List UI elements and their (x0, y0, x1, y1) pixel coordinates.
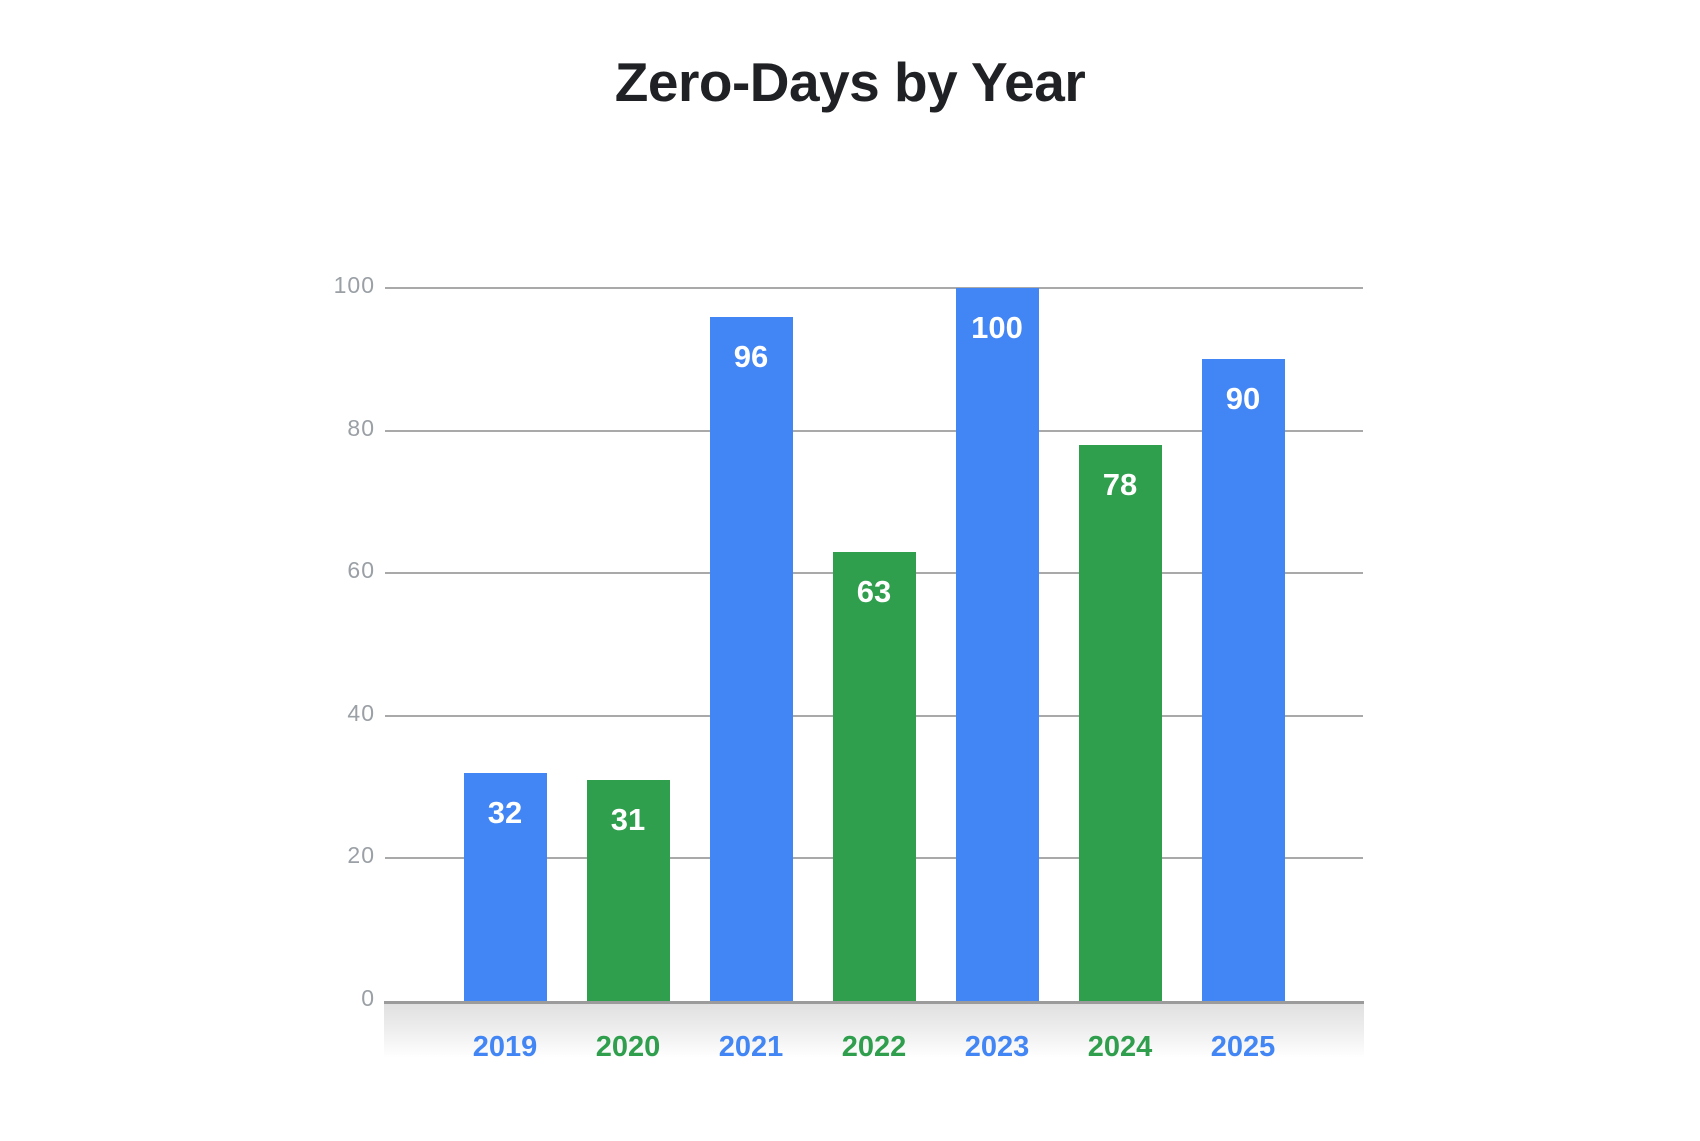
x-axis-label-2023: 2023 (964, 1031, 1030, 1063)
bar-2024: 78 (1078, 444, 1162, 1001)
x-axis-label-2024: 2024 (1087, 1031, 1153, 1063)
bar-2021: 96 (709, 316, 793, 1001)
y-axis-tick-label-0: 0 (361, 985, 375, 1011)
x-axis-label-2025: 2025 (1210, 1031, 1276, 1063)
y-axis-tick-label-40: 40 (347, 699, 375, 726)
x-axis-shadow-band (384, 1004, 1364, 1058)
x-axis-label-2021: 2021 (718, 1031, 784, 1063)
bar-value-label-2022: 63 (856, 573, 892, 609)
chart-title: Zero-Days by Year (614, 51, 1086, 113)
x-axis-line (384, 1001, 1364, 1004)
x-axis-label-2019: 2019 (472, 1031, 538, 1063)
y-axis-tick-label-100: 100 (333, 272, 375, 298)
gridline-100 (385, 287, 1363, 289)
bar-2019: 32 (463, 772, 547, 1001)
bar-2020: 31 (586, 779, 670, 1001)
y-axis-tick-label-60: 60 (347, 557, 375, 584)
x-axis-label-2022: 2022 (841, 1031, 907, 1063)
bar-value-label-2020: 31 (610, 801, 646, 837)
y-axis-tick-label-20: 20 (347, 842, 375, 869)
y-axis-tick-label-80: 80 (347, 414, 375, 441)
bar-value-label-2021: 96 (733, 338, 769, 374)
bar-value-label-2023: 100 (971, 310, 1023, 345)
gridline-80 (385, 429, 1363, 432)
bar-2025: 90 (1201, 359, 1285, 1001)
bar-2022: 63 (832, 551, 916, 1001)
bar-2023: 100 (955, 288, 1039, 1001)
bar-value-label-2024: 78 (1102, 466, 1138, 502)
bar-value-label-2025: 90 (1225, 381, 1261, 417)
x-axis-label-2020: 2020 (595, 1031, 661, 1063)
bar-value-label-2019: 32 (487, 794, 523, 830)
